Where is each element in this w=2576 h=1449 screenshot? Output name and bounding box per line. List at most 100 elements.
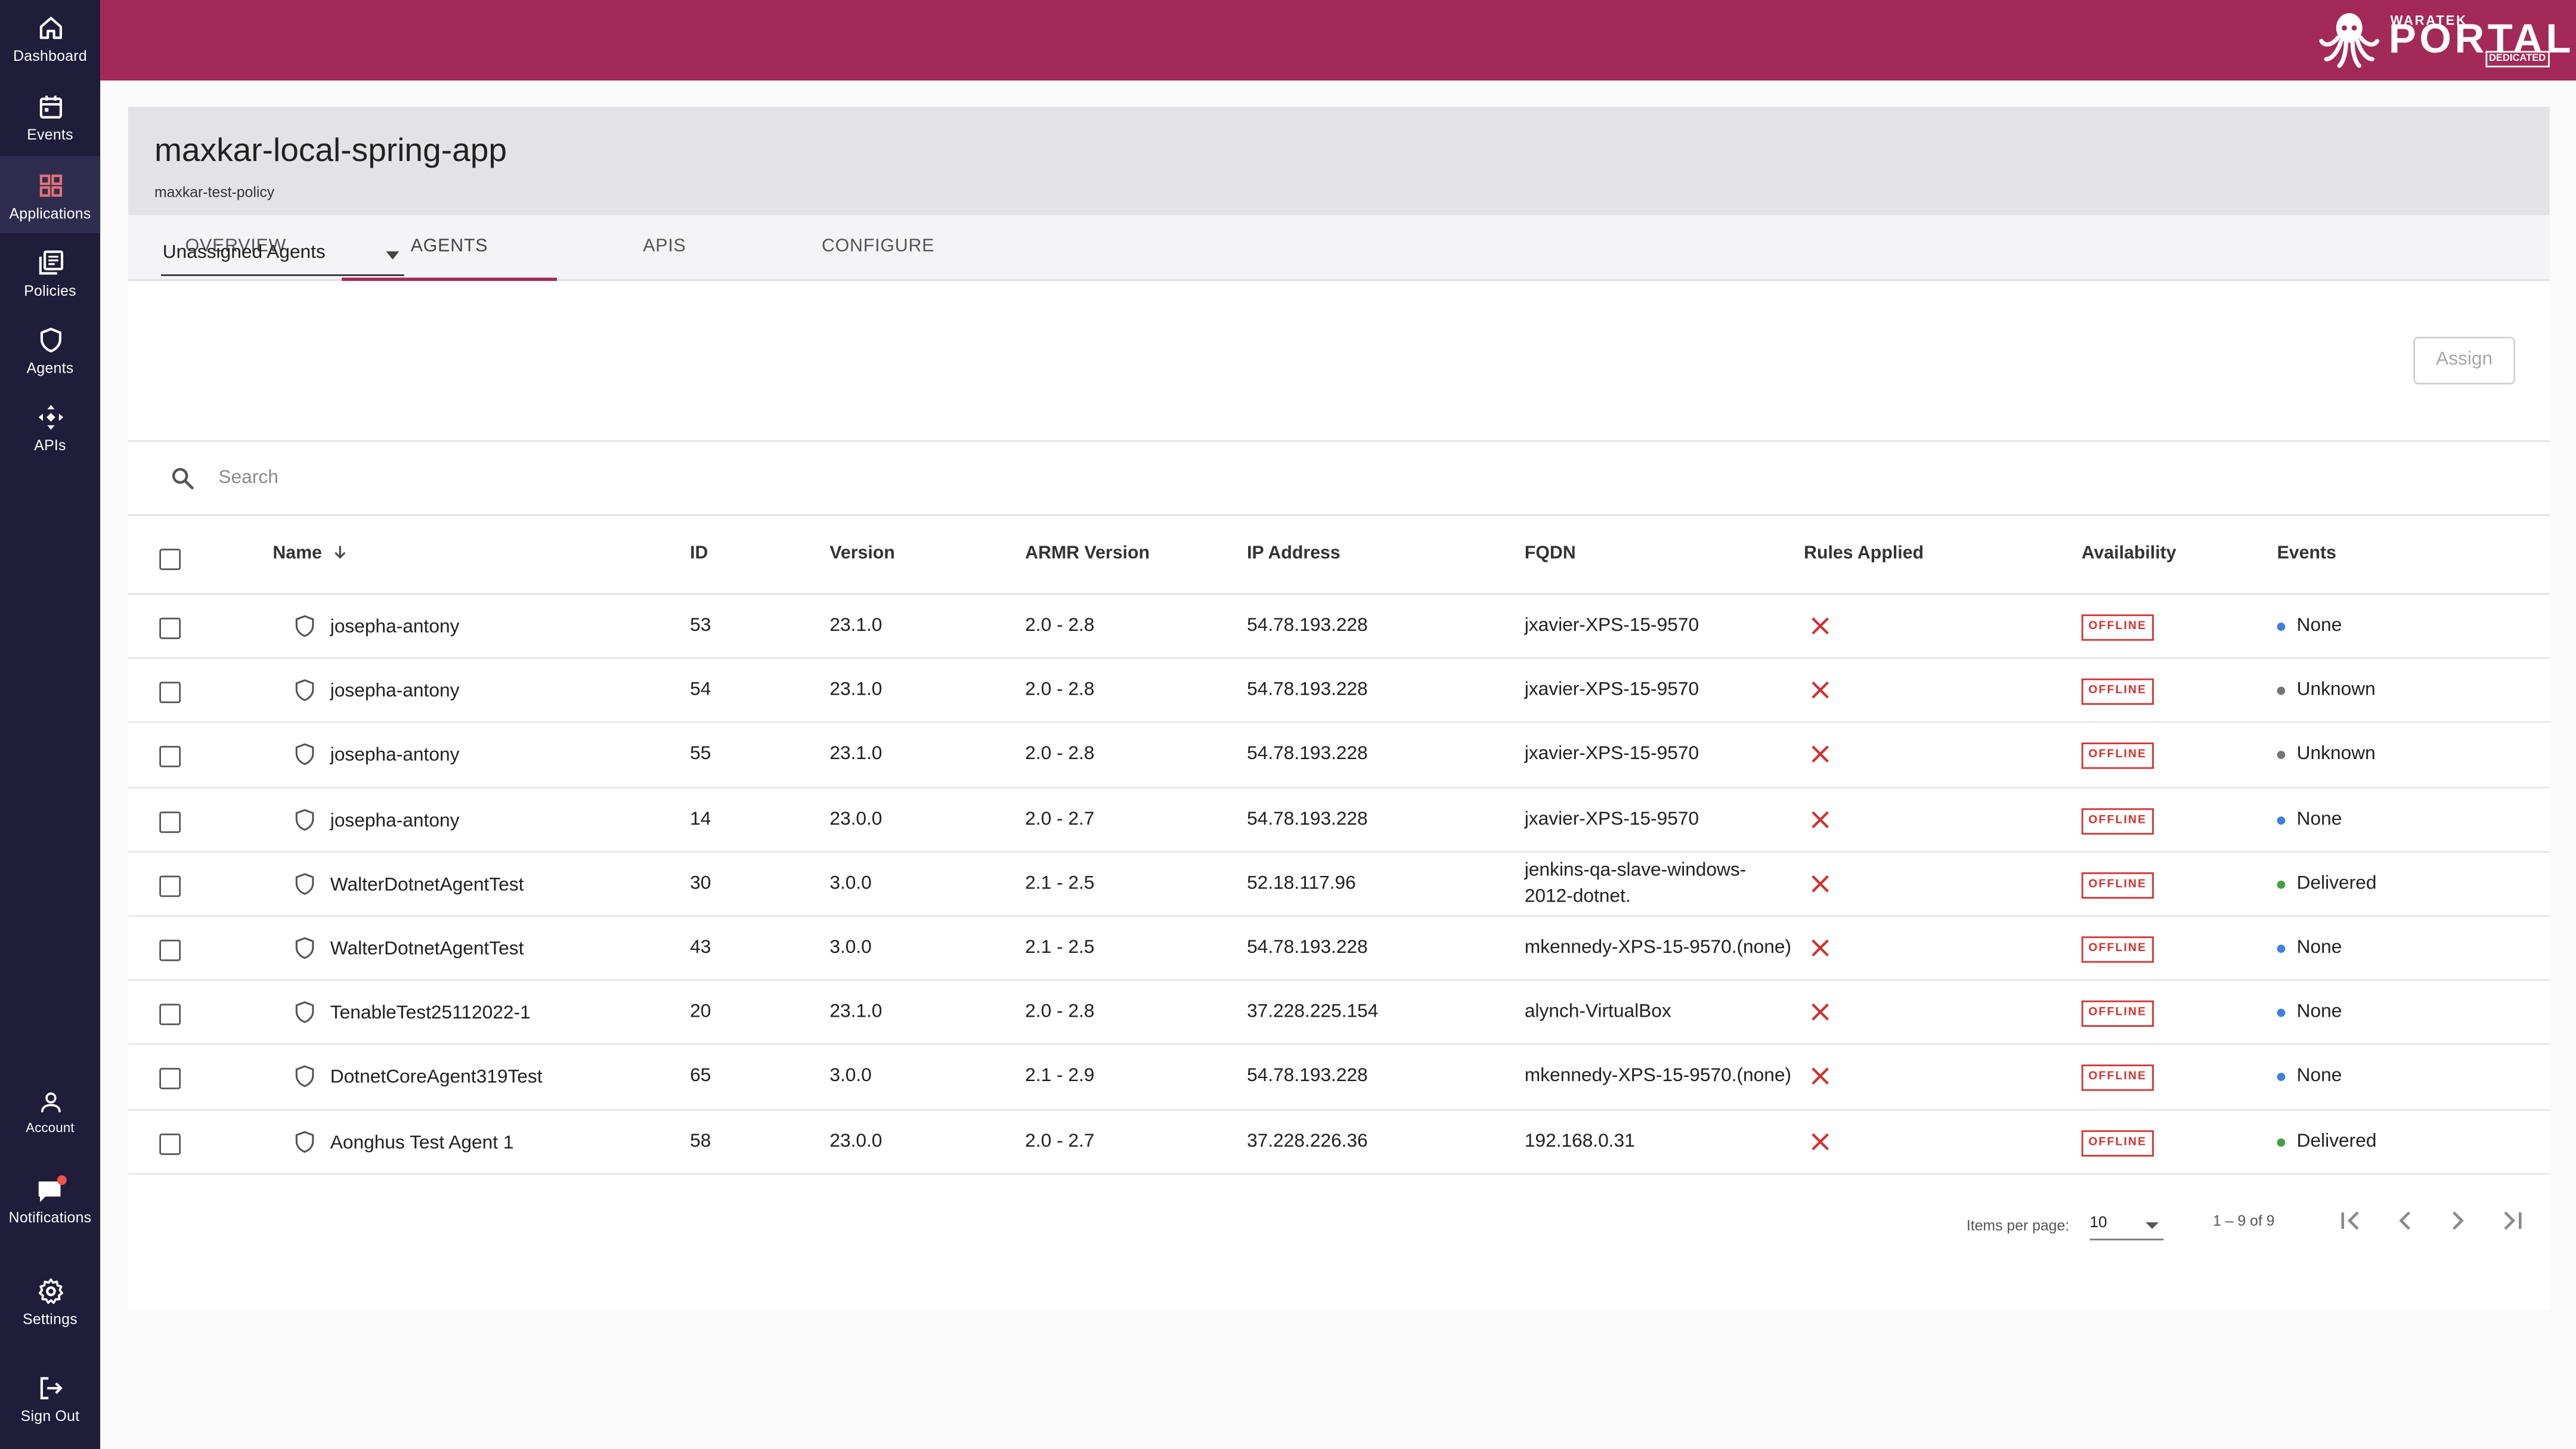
table-row[interactable]: WalterDotnetAgentTest 43 3.0.0 2.1 - 2.5 54.… — [128, 917, 2550, 982]
agent-name[interactable]: josepha-antony — [330, 682, 460, 702]
column-header-id[interactable]: ID — [690, 543, 708, 564]
close-icon — [1812, 746, 1829, 764]
event-status-dot — [2277, 880, 2286, 888]
column-header-armr-version[interactable]: ARMR Version — [1025, 543, 1150, 564]
divider — [128, 514, 2550, 516]
agent-name[interactable]: Aonghus Test Agent 1 — [330, 1132, 514, 1153]
table-row[interactable]: josepha-antony 53 23.1.0 2.0 - 2.8 54.78.193… — [128, 595, 2550, 660]
agent-name[interactable]: josepha-antony — [330, 746, 460, 766]
sidebar-item-settings[interactable]: Settings — [0, 1275, 100, 1351]
previous-page-icon[interactable] — [2389, 1204, 2422, 1237]
search-input[interactable] — [218, 462, 1205, 495]
column-header-version[interactable]: Version — [829, 543, 895, 564]
armr-version: 2.0 - 2.7 — [1025, 1131, 1095, 1151]
table-row[interactable]: Aonghus Test Agent 1 58 23.0.0 2.0 - 2.7 37.… — [128, 1110, 2550, 1175]
agent-id: 20 — [690, 1002, 711, 1023]
status-badge: OFFLINE — [2081, 614, 2154, 641]
table-row[interactable]: josepha-antony 55 23.1.0 2.0 - 2.8 54.78.193… — [128, 723, 2550, 788]
sidebar-item-applications[interactable]: Applications — [0, 156, 101, 234]
row-checkbox[interactable] — [159, 1068, 181, 1090]
fqdn: 192.168.0.31 — [1524, 1131, 1635, 1151]
select-all-checkbox[interactable] — [159, 549, 181, 571]
agent-name[interactable]: WalterDotnetAgentTest — [330, 939, 524, 959]
chat-icon — [38, 1175, 66, 1202]
sidebar-item-notifications[interactable]: Notifications — [0, 1173, 100, 1232]
row-checkbox[interactable] — [159, 875, 181, 897]
sidebar-item-label: Events — [27, 126, 73, 143]
status-badge: OFFLINE — [2081, 872, 2154, 899]
row-checkbox[interactable] — [159, 1004, 181, 1026]
items-per-page-select[interactable]: 10 — [2089, 1208, 2164, 1241]
agent-id: 14 — [690, 809, 711, 829]
shield-icon — [295, 679, 314, 702]
sidebar-item-dashboard[interactable]: Dashboard — [0, 10, 100, 86]
agent-filter-select[interactable]: Unassigned Agents — [160, 235, 404, 276]
tab-agents[interactable]: AGENTS — [342, 215, 557, 281]
agent-version: 23.0.0 — [829, 1131, 883, 1151]
column-header-fqdn[interactable]: FQDN — [1524, 543, 1576, 564]
event-status-dot — [2277, 687, 2286, 695]
agent-id: 65 — [690, 1067, 711, 1087]
status-badge: OFFLINE — [2081, 1129, 2154, 1156]
agent-name[interactable]: DotnetCoreAgent319Test — [330, 1068, 543, 1088]
sidebar-item-sign-out[interactable]: Sign Out — [0, 1372, 100, 1448]
agent-name[interactable]: josepha-antony — [330, 617, 460, 637]
table-row[interactable]: TenableTest25112022-1 20 23.1.0 2.0 - 2.8 37… — [128, 981, 2550, 1046]
tab-configure[interactable]: CONFIGURE — [821, 236, 935, 256]
tab-overview[interactable]: OVERVIEW — [185, 236, 287, 256]
sidebar-item-label: APIs — [34, 436, 66, 454]
row-checkbox[interactable] — [159, 1132, 181, 1154]
agent-version: 3.0.0 — [829, 938, 872, 958]
table-row[interactable]: WalterDotnetAgentTest 30 3.0.0 2.1 - 2.5 52.… — [128, 852, 2550, 917]
brand-logo[interactable]: WARATEK PORTAL DEDICATED — [2318, 10, 2571, 69]
page-subtitle: maxkar-test-policy — [154, 184, 275, 201]
row-checkbox[interactable] — [159, 617, 181, 639]
tab-apis[interactable]: APIS — [643, 236, 686, 256]
arrow-down-icon — [335, 546, 346, 559]
row-checkbox[interactable] — [159, 810, 181, 832]
last-page-icon[interactable] — [2496, 1204, 2528, 1237]
sidebar-item-apis[interactable]: APIs — [0, 399, 100, 475]
sidebar-item-label: Notifications — [8, 1209, 92, 1226]
table-row[interactable]: DotnetCoreAgent319Test 65 3.0.0 2.1 - 2.9 54… — [128, 1045, 2550, 1110]
apis-icon — [38, 405, 63, 430]
event-status-dot — [2277, 1009, 2286, 1017]
ip-address: 54.78.193.228 — [1247, 745, 1368, 765]
sidebar-item-account[interactable]: Account — [0, 1086, 100, 1162]
agent-name[interactable]: TenableTest25112022-1 — [330, 1004, 531, 1024]
row-checkbox[interactable] — [159, 939, 181, 961]
shield-icon — [295, 937, 314, 959]
event-status: None — [2296, 938, 2342, 958]
close-icon — [1812, 1004, 1829, 1021]
sidebar-item-agents[interactable]: Agents — [0, 320, 100, 396]
tab-bar: OVERVIEW AGENTS APIS CONFIGURE — [128, 215, 2550, 281]
table-row[interactable]: josepha-antony 54 23.1.0 2.0 - 2.8 54.78.193… — [128, 659, 2550, 724]
armr-version: 2.1 - 2.9 — [1025, 1067, 1095, 1087]
ip-address: 54.78.193.228 — [1247, 938, 1368, 958]
column-header-events[interactable]: Events — [2277, 543, 2336, 564]
fqdn: jenkins-qa-slave-windows- — [1524, 860, 1747, 881]
event-status: None — [2296, 1002, 2342, 1023]
status-badge: OFFLINE — [2081, 679, 2154, 705]
shield-icon — [295, 808, 314, 831]
column-header-name[interactable]: Name — [273, 544, 348, 564]
agent-name[interactable]: WalterDotnetAgentTest — [330, 875, 524, 895]
assign-button[interactable]: Assign — [2413, 336, 2516, 385]
table-row[interactable]: josepha-antony 14 23.0.0 2.0 - 2.7 54.78.193… — [128, 788, 2550, 853]
event-status-dot — [2277, 751, 2286, 760]
column-header-ip-address[interactable]: IP Address — [1247, 543, 1340, 564]
row-checkbox[interactable] — [159, 746, 181, 768]
row-checkbox[interactable] — [159, 682, 181, 704]
brand-small-text: WARATEK — [2390, 13, 2467, 28]
table-header: Name ID Version ARMR Version IP Address … — [128, 516, 2550, 595]
agent-name[interactable]: josepha-antony — [330, 810, 460, 831]
column-header-availability[interactable]: Availability — [2081, 543, 2176, 564]
column-header-rules-applied[interactable]: Rules Applied — [1804, 543, 1924, 564]
sidebar-item-events[interactable]: Events — [0, 87, 100, 163]
fqdn: mkennedy-XPS-15-9570.(none) — [1524, 938, 1792, 958]
sidebar-item-policies[interactable]: Policies — [0, 243, 100, 319]
next-page-icon[interactable] — [2441, 1204, 2474, 1237]
first-page-icon[interactable] — [2334, 1204, 2367, 1237]
status-badge: OFFLINE — [2081, 807, 2154, 834]
agent-version: 3.0.0 — [829, 1067, 872, 1087]
